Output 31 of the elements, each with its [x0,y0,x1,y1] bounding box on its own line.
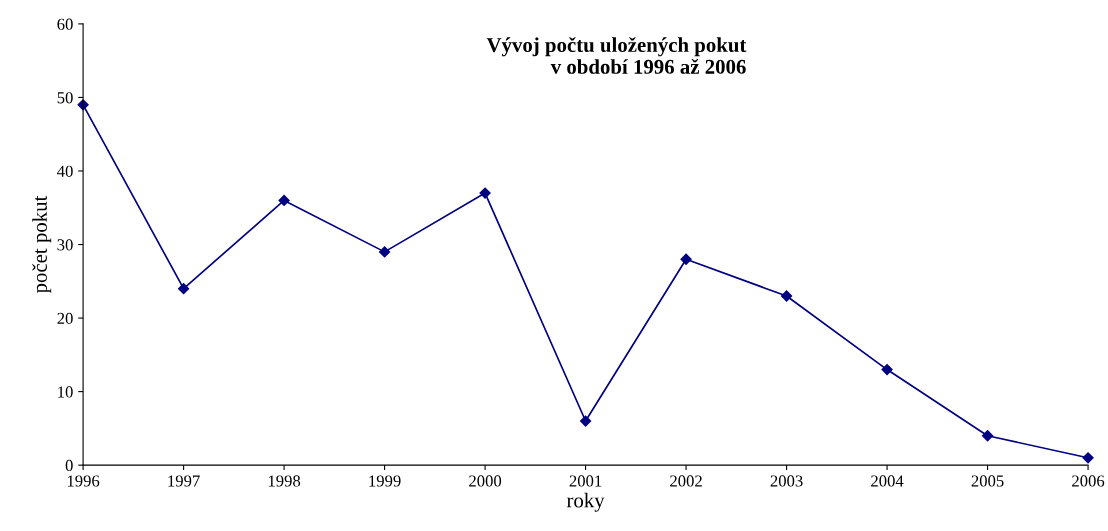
x-tick-label: 2003 [770,475,803,487]
point [780,290,793,302]
point [680,253,692,265]
point [579,415,592,427]
x-tick-label: 1996 [67,475,100,487]
x-tick-label: 2002 [670,475,702,487]
x-tick-label: 1999 [369,475,401,487]
point [981,430,994,442]
y-tick-label: 0 [65,459,73,472]
point [479,187,491,199]
point [1082,452,1094,464]
y-tick-label: 60 [57,18,73,30]
x-tick-label: 1998 [268,475,301,487]
y-tick-label: 20 [57,312,73,325]
x-tick-label: 2005 [971,475,1004,487]
x-tick-label: 2006 [1072,475,1105,487]
x-axis-title: roky [566,492,605,512]
y-axis-title: počet pokut [32,195,52,294]
y-tick-label: 10 [58,386,73,398]
point [378,246,391,258]
x-tick-label: 2001 [569,475,602,487]
y-tick-label: 40 [57,165,73,177]
x-tick-label: 1997 [168,475,200,487]
y-tick-label: 50 [57,92,73,104]
point [278,194,290,207]
point [177,283,190,295]
x-tick-label: 2004 [871,475,904,487]
y-tick-label: 30 [57,239,73,251]
x-tick-label: 2000 [469,475,502,487]
point [881,363,893,376]
text: Vývoj počtu uložených pokut v období 1996 až 2006 [486,37,747,74]
